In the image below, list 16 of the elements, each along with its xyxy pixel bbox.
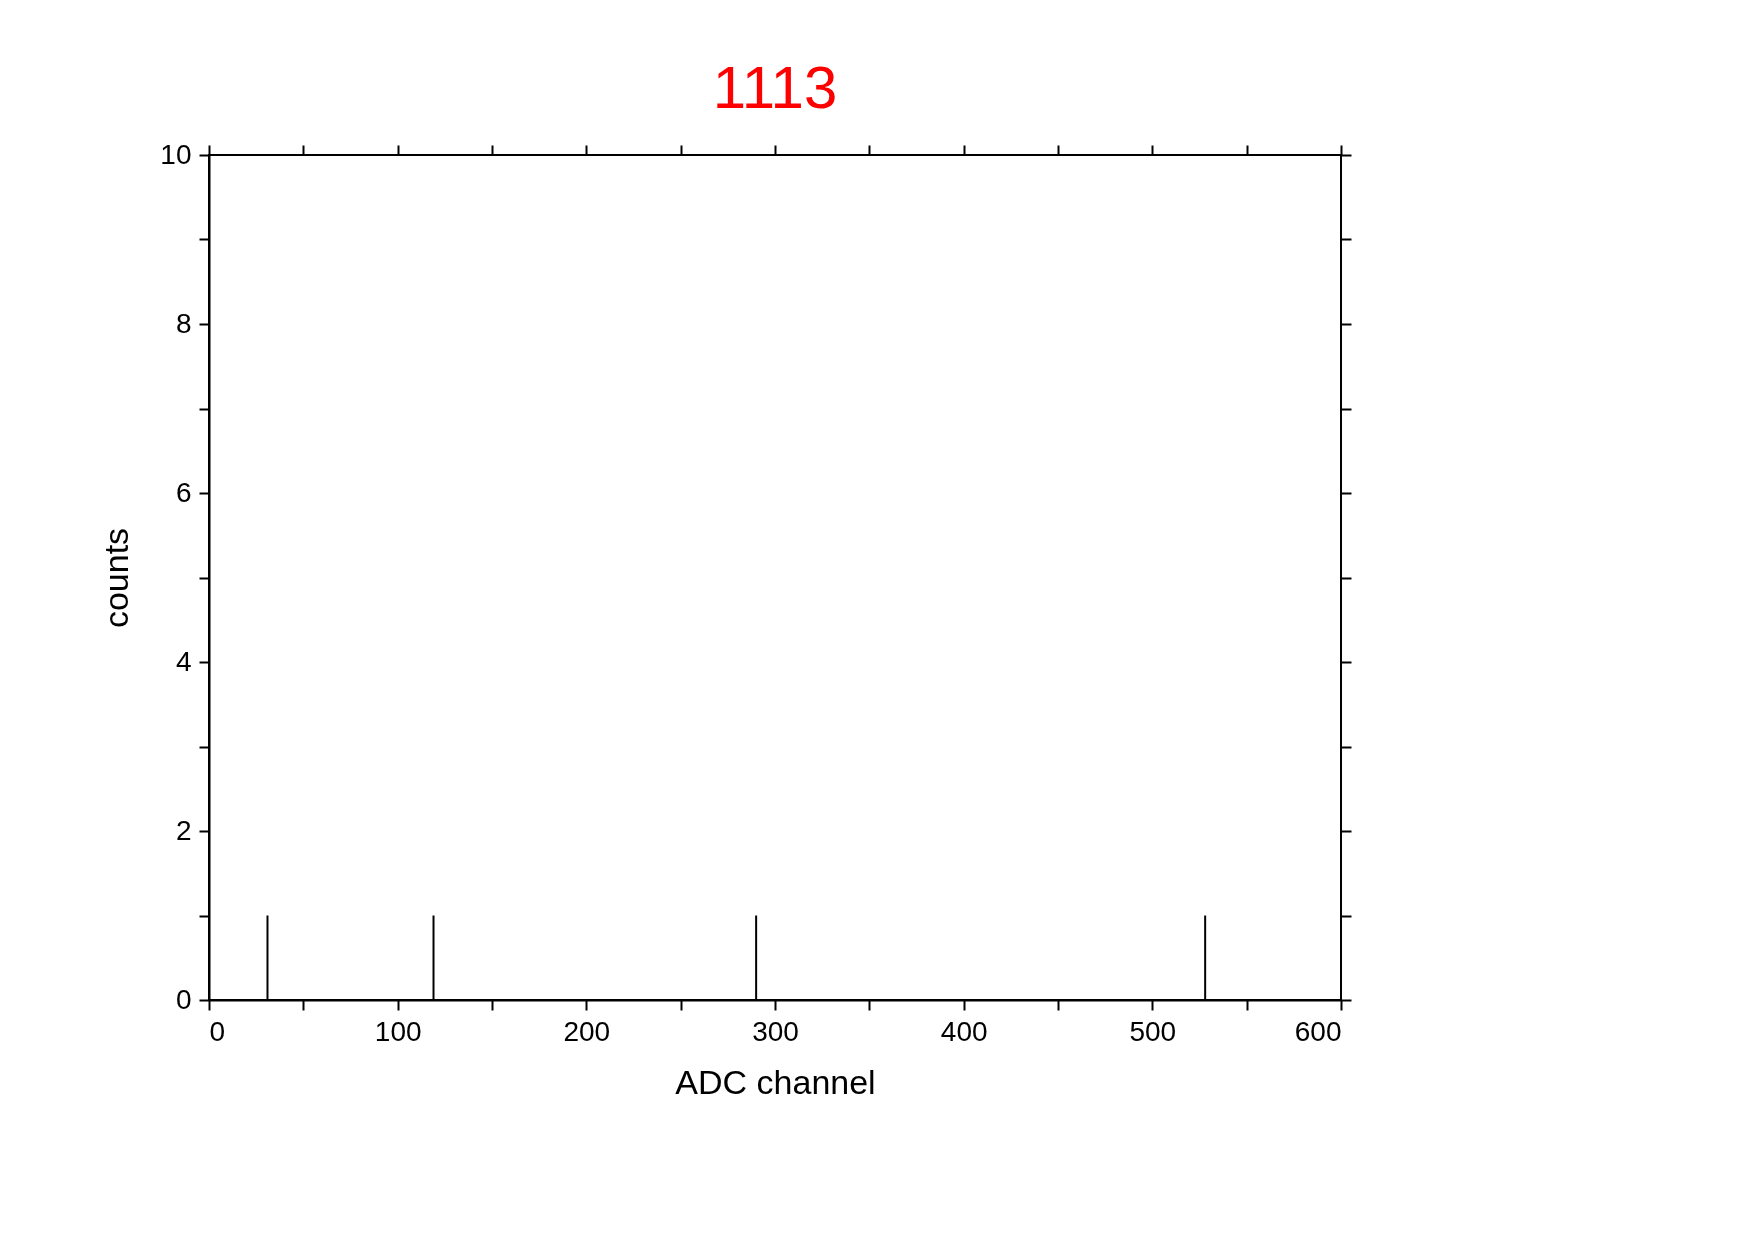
x-tick-label: 300 [752, 1015, 799, 1047]
y-tick-label: 6 [175, 476, 192, 508]
y-tick-label: 0 [175, 983, 192, 1015]
y-axis-title: counts [97, 527, 136, 629]
x-tick-label: 100 [374, 1015, 422, 1047]
y-tick-label: 8 [175, 307, 192, 339]
x-tick-label: 0 [209, 1015, 226, 1047]
x-tick-label: 400 [940, 1015, 988, 1047]
x-tick-label: 600 [1294, 1015, 1342, 1047]
y-tick-label: 2 [175, 814, 192, 846]
x-tick-label: 200 [563, 1015, 611, 1047]
chart-title: 1113 [712, 54, 838, 121]
y-tick-label: 4 [175, 645, 192, 677]
y-tick-label: 10 [160, 138, 192, 170]
x-tick-label: 500 [1129, 1015, 1177, 1047]
x-axis-title: ADC channel [675, 1062, 876, 1101]
